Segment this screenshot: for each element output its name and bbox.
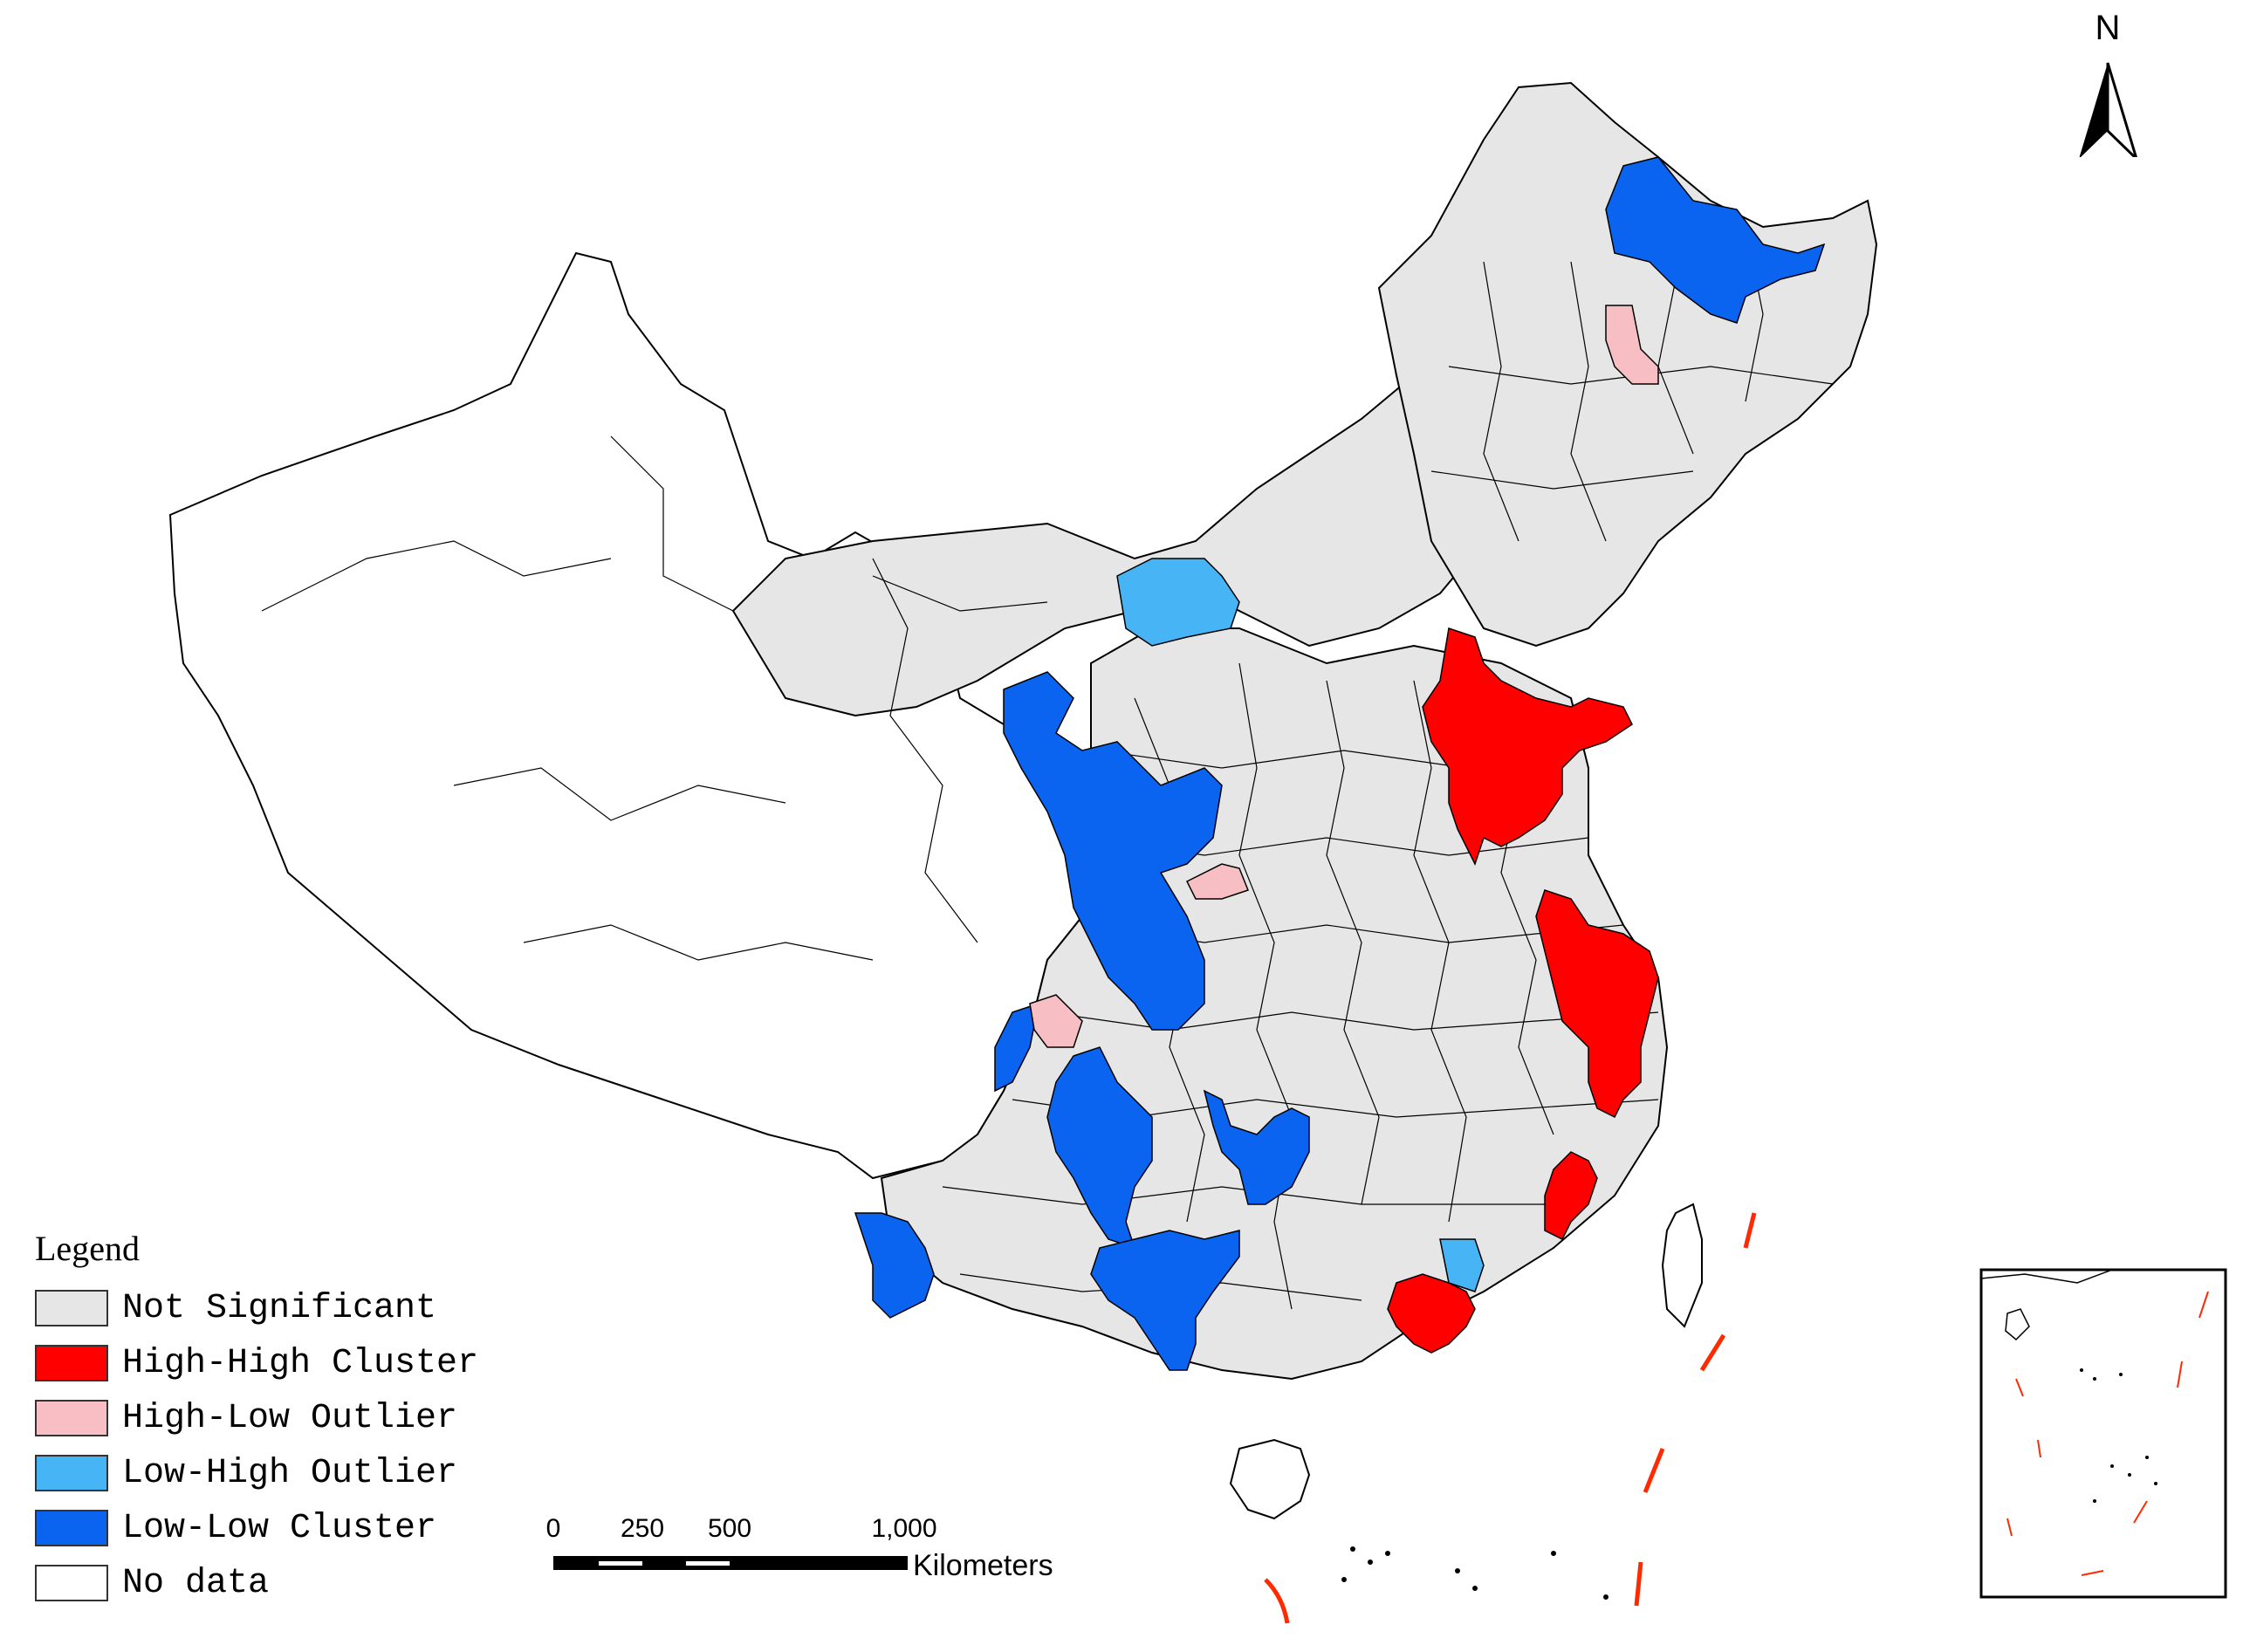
scale-bar-graphic (553, 1556, 908, 1570)
legend-label: Low-High Outlier (122, 1453, 458, 1493)
legend-swatch (35, 1455, 108, 1491)
low-high-guangdong (1439, 1238, 1485, 1292)
hainan-island (1229, 1438, 1311, 1520)
map-legend: Legend Not Significant High-High Cluster… (31, 1217, 520, 1619)
region-west-no-data (168, 251, 1093, 1180)
low-low-gansu-sichuan (1003, 671, 1223, 1031)
high-high-shandong-hebei (1422, 627, 1633, 866)
high-low-outliers (1029, 305, 1659, 1048)
north-arrow-icon (2079, 62, 2137, 157)
legend-item-no-data: No data (35, 1560, 269, 1606)
south-sea-islands (1341, 1546, 1609, 1600)
scale-tick-0: 0 (545, 1514, 561, 1543)
low-high-outliers (1116, 558, 1485, 1292)
scale-tick-250: 250 (620, 1514, 665, 1543)
low-high-inner-mongolia (1116, 558, 1240, 647)
legend-item-not-significant: Not Significant (35, 1285, 436, 1331)
north-label: N (2095, 9, 2121, 47)
scale-unit: Kilometers (913, 1549, 1053, 1582)
legend-swatch (35, 1290, 108, 1326)
high-high-clusters (1387, 627, 1659, 1354)
scale-bar: 0 250 500 1,000 Kilometers (546, 1514, 1073, 1593)
low-low-guangxi (1090, 1230, 1240, 1371)
low-low-guizhou (1046, 1046, 1153, 1250)
legend-label: High-High Cluster (122, 1343, 479, 1383)
south-china-sea-inset (1979, 1268, 2227, 1599)
high-low-shaanxi (1185, 863, 1249, 900)
low-low-clusters (854, 156, 1826, 1371)
legend-label: High-Low Outlier (122, 1398, 458, 1438)
legend-label: No data (122, 1563, 270, 1603)
legend-label: Not Significant (122, 1288, 437, 1328)
scale-tick-1000: 1,000 (871, 1514, 937, 1543)
legend-swatch (35, 1345, 108, 1381)
taiwan-island (1661, 1203, 1703, 1328)
legend-label: Low-Low Cluster (122, 1508, 437, 1548)
high-high-guangdong (1387, 1273, 1476, 1354)
low-low-hunan (1203, 1089, 1310, 1205)
high-low-heilongjiang (1605, 305, 1659, 385)
legend-title: Legend (35, 1229, 140, 1268)
legend-swatch (35, 1565, 108, 1601)
low-low-yunnan-west (854, 1212, 935, 1319)
legend-swatch (35, 1510, 108, 1546)
scale-tick-500: 500 (707, 1514, 752, 1543)
legend-item-low-low: Low-Low Cluster (35, 1505, 436, 1551)
high-low-sichuan (1029, 994, 1083, 1048)
high-high-jiangsu-zhejiang (1535, 889, 1659, 1119)
low-low-heilongjiang (1605, 156, 1826, 324)
legend-item-high-high: High-High Cluster (35, 1340, 478, 1386)
maritime-boundary-lines (1264, 1212, 1757, 1624)
north-arrow: N (2068, 9, 2147, 157)
legend-item-low-high: Low-High Outlier (35, 1450, 457, 1496)
legend-swatch (35, 1400, 108, 1436)
high-high-fujian (1544, 1151, 1598, 1241)
legend-item-high-low: High-Low Outlier (35, 1395, 457, 1441)
